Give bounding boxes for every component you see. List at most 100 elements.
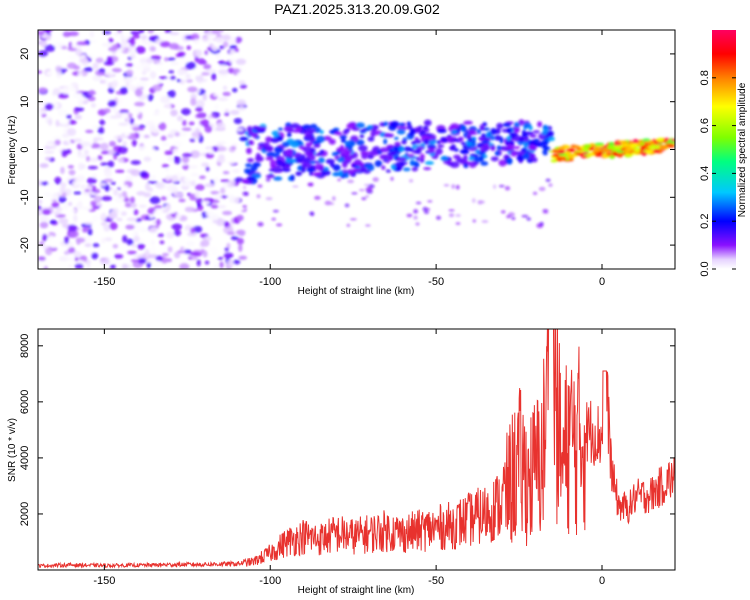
- spectrogram-cell: [41, 233, 48, 242]
- spectrogram-cell: [125, 175, 133, 181]
- spectrogram-cell: [301, 154, 306, 161]
- spectrogram-cell: [292, 185, 299, 188]
- spectrogram-cell: [83, 149, 89, 155]
- spectrogram-cell: [502, 122, 512, 128]
- spectrogram-cell: [451, 184, 456, 189]
- spectrogram-cell: [219, 195, 228, 199]
- spectrogram-cell: [426, 208, 431, 211]
- snr-x-tick-label: -150: [93, 575, 115, 587]
- spectrogram-cell: [134, 101, 145, 107]
- spectrogram-cell: [426, 145, 437, 150]
- spectrogram-cell: [155, 218, 161, 226]
- spectrogram-cell: [152, 120, 162, 125]
- spectrogram-cell: [112, 244, 119, 249]
- spectrogram-cell: [165, 203, 171, 211]
- spectrogram-cell: [132, 126, 140, 132]
- spectrogram-cell: [84, 188, 90, 193]
- spectrogram-cell: [513, 121, 520, 128]
- spectrogram-cell: [68, 84, 78, 92]
- spectrogram-cell: [114, 31, 120, 37]
- spectrogram-cell: [120, 211, 127, 216]
- spectrogram-cell: [101, 42, 113, 48]
- spectrogram-cell: [177, 51, 186, 58]
- spectrogram-cell: [290, 174, 295, 182]
- spectrogram-cell: [644, 149, 654, 154]
- spectrogram-cell: [642, 138, 651, 142]
- spectrogram-cell: [284, 164, 290, 170]
- spectrogram-cell: [203, 63, 212, 70]
- spectrogram-cell: [461, 125, 467, 133]
- spectrogram-cell: [233, 259, 241, 265]
- spectrogram-cell: [44, 44, 56, 52]
- spectrogram-cell: [137, 243, 146, 250]
- spectrogram-cell: [312, 140, 322, 145]
- spectrogram-cell: [204, 50, 209, 56]
- spectrogram-cell: [272, 169, 283, 173]
- spectrogram-cell: [273, 176, 283, 181]
- spectrogram-cell: [51, 202, 60, 208]
- spectrogram-cell: [460, 149, 470, 155]
- spectrogram-cell: [257, 184, 263, 188]
- spectrogram-cell: [91, 252, 99, 260]
- spectrogram-cell: [76, 154, 88, 158]
- spectrogram-cell: [576, 147, 583, 151]
- spectrogram-cell: [130, 53, 136, 60]
- spectrogram-cell: [424, 161, 435, 165]
- snr-panel: -150 -100 -50 0 2000 4000 6000 8000 Height of …: [7, 328, 676, 596]
- spectrogram-cell: [360, 128, 366, 133]
- snr-y-tick-label: 8000: [19, 334, 31, 358]
- spectrogram-cell: [187, 231, 197, 237]
- spectrogram-cell: [39, 221, 49, 229]
- spectrogram-cell: [222, 170, 230, 175]
- spectrogram-cell: [221, 34, 231, 41]
- spectrogram-cell: [105, 149, 116, 156]
- spectrogram-cell: [84, 243, 92, 248]
- spectrogram-cell: [138, 124, 146, 128]
- spectrogram-cell: [532, 191, 538, 196]
- spectrogram-cell: [174, 251, 181, 259]
- spectrogram-cell: [126, 217, 138, 222]
- spectrogram-cell: [205, 69, 217, 73]
- spectrogram-cell: [192, 251, 203, 257]
- spectrogram-cell: [223, 252, 234, 259]
- spectrogram-cell: [228, 58, 236, 63]
- spectrogram-cell: [161, 252, 169, 257]
- spectrogram-cell: [60, 182, 67, 189]
- spectrogram-cell: [440, 155, 449, 161]
- spectrogram-cell: [165, 176, 171, 182]
- spectrogram-cell: [83, 66, 93, 72]
- spectrogram-cell: [552, 153, 560, 158]
- spectrogram-cell: [158, 108, 167, 117]
- spectrogram-cell: [176, 250, 186, 254]
- spectrogram-cell: [150, 148, 157, 157]
- spectrogram-cell: [448, 213, 455, 218]
- spectrogram-cell: [86, 260, 91, 269]
- colorbar-ticks: 0.0 0.2 0.4 0.6 0.8: [699, 70, 736, 277]
- spectrogram-cell: [583, 143, 592, 149]
- spectrogram-cell: [137, 257, 147, 264]
- spectrogram-cell: [91, 124, 99, 129]
- spectrogram-cell: [265, 136, 273, 143]
- spectrogram-cell: [90, 143, 101, 149]
- spectrogram-cell: [506, 127, 513, 134]
- spectrogram-cell: [272, 209, 279, 213]
- spectrogram-cell: [56, 70, 63, 79]
- spectrogram-cell: [132, 34, 141, 39]
- spectrogram-cell: [581, 155, 588, 159]
- spectrogram-cell: [78, 99, 83, 107]
- spectrogram-cell: [57, 92, 69, 99]
- spectrogram-y-axis-label: Frequency (Hz): [7, 116, 18, 185]
- spectrogram-cell: [121, 113, 129, 120]
- spectrogram-cell: [123, 184, 129, 189]
- spectrogram-cell: [122, 235, 128, 243]
- spectrogram-cell: [217, 256, 224, 260]
- spectrogram-cell: [436, 140, 441, 144]
- spectrogram-cell: [181, 155, 190, 164]
- spectrogram-cell: [74, 114, 82, 120]
- spectrogram-cell: [234, 128, 244, 132]
- spectrogram-cell: [196, 203, 201, 208]
- spectrogram-cell: [111, 67, 122, 73]
- spectrogram-cell: [111, 79, 119, 88]
- spectrogram-cell: [340, 150, 351, 158]
